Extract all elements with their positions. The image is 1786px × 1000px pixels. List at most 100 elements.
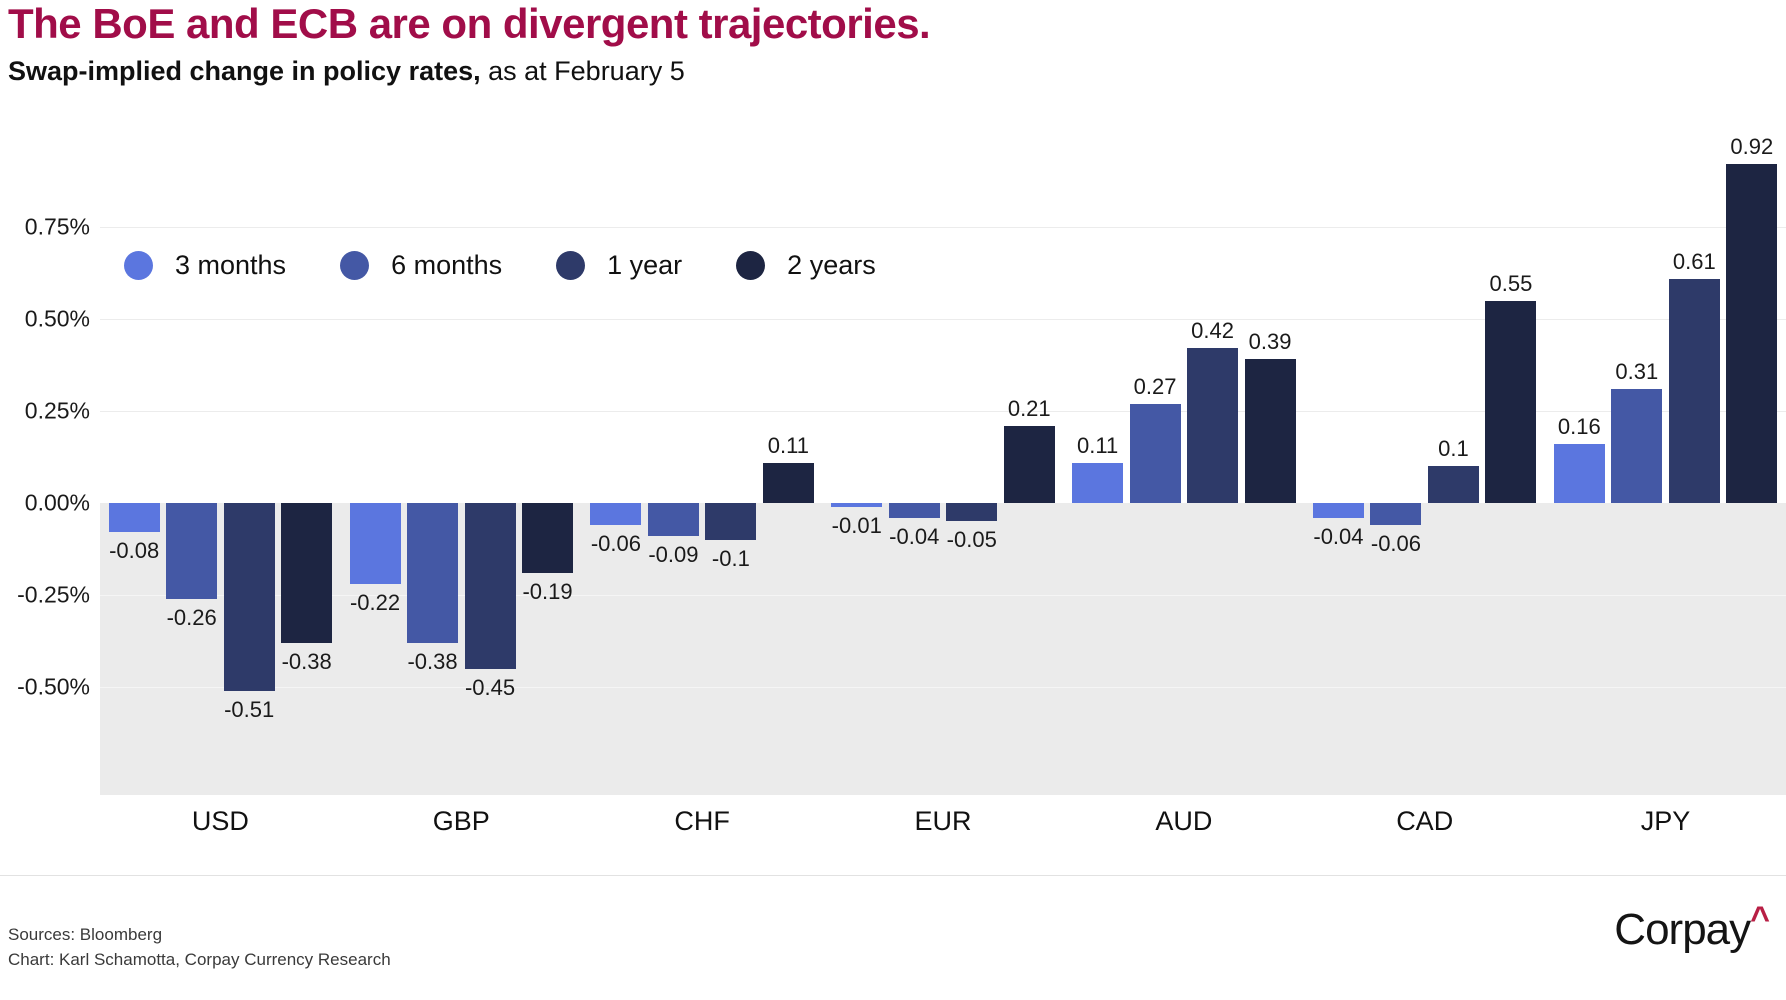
x-axis-label-JPY: JPY bbox=[1640, 806, 1691, 836]
bar-value-label: 0.11 bbox=[1077, 432, 1119, 458]
y-axis-tick-label: -0.25% bbox=[17, 581, 90, 608]
legend-dot-icon bbox=[556, 251, 586, 280]
bar-CAD-3-months bbox=[1312, 503, 1364, 518]
bar-JPY-3-months bbox=[1553, 444, 1605, 503]
bar-AUD-6-months bbox=[1129, 403, 1181, 503]
bar-AUD-2-years bbox=[1244, 359, 1296, 503]
y-axis-tick-label: -0.50% bbox=[17, 673, 90, 700]
corpay-logo: Corpay^ bbox=[1614, 900, 1770, 955]
bar-value-label: -0.38 bbox=[407, 648, 458, 674]
bar-GBP-1-year bbox=[464, 503, 516, 669]
bar-value-label: 0.92 bbox=[1730, 134, 1774, 160]
bar-CAD-6-months bbox=[1370, 503, 1422, 526]
legend-item-1-year: 1 year bbox=[556, 250, 682, 281]
bar-CAD-2-years bbox=[1485, 300, 1537, 503]
gridline bbox=[100, 227, 1786, 228]
bar-value-label: -0.22 bbox=[349, 589, 401, 615]
footer-divider bbox=[0, 875, 1786, 876]
x-axis-label-GBP: GBP bbox=[432, 806, 490, 836]
bar-CHF-2-years bbox=[762, 462, 814, 503]
bar-USD-1-year bbox=[223, 503, 275, 691]
legend-item-3-months: 3 months bbox=[124, 250, 286, 281]
bar-value-label: 0.61 bbox=[1672, 248, 1716, 274]
bar-CAD-1-year bbox=[1427, 466, 1479, 503]
x-axis-label-EUR: EUR bbox=[914, 806, 972, 836]
legend-label: 3 months bbox=[175, 250, 287, 280]
gridline bbox=[100, 319, 1786, 320]
legend-dot-icon bbox=[124, 251, 153, 280]
chart-legend: 3 months 6 months 1 year 2 years bbox=[124, 250, 876, 281]
legend-label: 6 months bbox=[391, 250, 503, 280]
bar-value-label: 0.11 bbox=[767, 432, 809, 458]
legend-label: 1 year bbox=[607, 250, 683, 280]
bar-AUD-3-months bbox=[1072, 462, 1124, 503]
credit-line: Chart: Karl Schamotta, Corpay Currency R… bbox=[8, 950, 391, 969]
chart-title: The BoE and ECB are on divergent traject… bbox=[8, 0, 931, 47]
bar-value-label: -0.45 bbox=[464, 674, 516, 700]
x-axis-label-CAD: CAD bbox=[1396, 806, 1454, 836]
x-axis-label-AUD: AUD bbox=[1155, 806, 1213, 836]
legend-dot-icon bbox=[736, 251, 766, 280]
chart-subtitle-date: as at February 5 bbox=[480, 56, 685, 86]
bar-value-label: 0.55 bbox=[1489, 270, 1533, 296]
x-axis-label-USD: USD bbox=[191, 806, 249, 836]
bar-value-label: -0.05 bbox=[946, 527, 997, 553]
bar-JPY-1-year bbox=[1668, 278, 1720, 503]
bar-GBP-3-months bbox=[349, 503, 401, 584]
gridline bbox=[100, 411, 1786, 412]
gridline bbox=[100, 595, 1786, 596]
legend-item-6-months: 6 months bbox=[340, 250, 502, 281]
chart-subtitle-bold: Swap-implied change in policy rates, bbox=[8, 56, 481, 86]
chart-subtitle: Swap-implied change in policy rates, as … bbox=[8, 56, 685, 87]
bar-value-label: -0.1 bbox=[711, 545, 750, 571]
bar-value-label: -0.38 bbox=[281, 648, 332, 674]
bar-CHF-6-months bbox=[647, 503, 699, 537]
corpay-logo-caret: ^ bbox=[1750, 900, 1770, 938]
y-axis-tick-label: 0.00% bbox=[24, 489, 90, 516]
bar-USD-3-months bbox=[108, 503, 160, 533]
bar-value-label: 0.42 bbox=[1191, 318, 1234, 344]
bar-USD-6-months bbox=[166, 503, 218, 599]
bar-value-label: 0.1 bbox=[1438, 436, 1469, 462]
bar-value-label: -0.51 bbox=[224, 696, 275, 722]
bar-JPY-2-years bbox=[1726, 164, 1778, 503]
bar-value-label: -0.04 bbox=[889, 523, 940, 549]
y-axis-tick-label: 0.25% bbox=[24, 397, 90, 424]
bar-CHF-3-months bbox=[590, 503, 642, 526]
bar-CHF-1-year bbox=[705, 503, 757, 540]
bar-value-label: 0.21 bbox=[1007, 395, 1051, 421]
footer-credits: Sources: Bloomberg Chart: Karl Schamotta… bbox=[8, 922, 391, 972]
bar-AUD-1-year bbox=[1187, 348, 1239, 503]
bar-value-label: 0.39 bbox=[1248, 329, 1292, 355]
y-axis-tick-label: 0.50% bbox=[24, 305, 90, 332]
legend-label: 2 years bbox=[787, 250, 876, 280]
y-axis-tick-label: 0.75% bbox=[24, 213, 90, 240]
corpay-logo-text: Corpay bbox=[1614, 905, 1751, 954]
bar-value-label: -0.26 bbox=[166, 604, 217, 630]
legend-dot-icon bbox=[340, 251, 370, 280]
bar-value-label: -0.01 bbox=[831, 512, 882, 538]
bar-GBP-2-years bbox=[522, 503, 574, 573]
bar-EUR-6-months bbox=[888, 503, 940, 518]
bar-value-label: -0.06 bbox=[1370, 531, 1422, 557]
bar-value-label: -0.09 bbox=[648, 542, 699, 568]
bar-value-label: 0.16 bbox=[1557, 414, 1601, 440]
source-line: Sources: Bloomberg bbox=[8, 925, 163, 944]
bar-JPY-6-months bbox=[1611, 388, 1663, 503]
bar-value-label: 0.31 bbox=[1615, 358, 1659, 384]
bar-EUR-3-months bbox=[831, 503, 883, 507]
legend-item-2-years: 2 years bbox=[736, 250, 876, 281]
bar-value-label: 0.27 bbox=[1133, 373, 1177, 399]
bar-value-label: -0.04 bbox=[1313, 523, 1364, 549]
bar-EUR-1-year bbox=[946, 503, 998, 522]
bar-GBP-6-months bbox=[407, 503, 459, 643]
bar-USD-2-years bbox=[281, 503, 333, 643]
bar-EUR-2-years bbox=[1003, 425, 1055, 503]
x-axis-label-CHF: CHF bbox=[674, 806, 730, 836]
bar-value-label: -0.06 bbox=[590, 531, 641, 557]
bar-value-label: -0.19 bbox=[522, 578, 573, 604]
gridline bbox=[100, 687, 1786, 688]
bar-value-label: -0.08 bbox=[109, 538, 160, 564]
